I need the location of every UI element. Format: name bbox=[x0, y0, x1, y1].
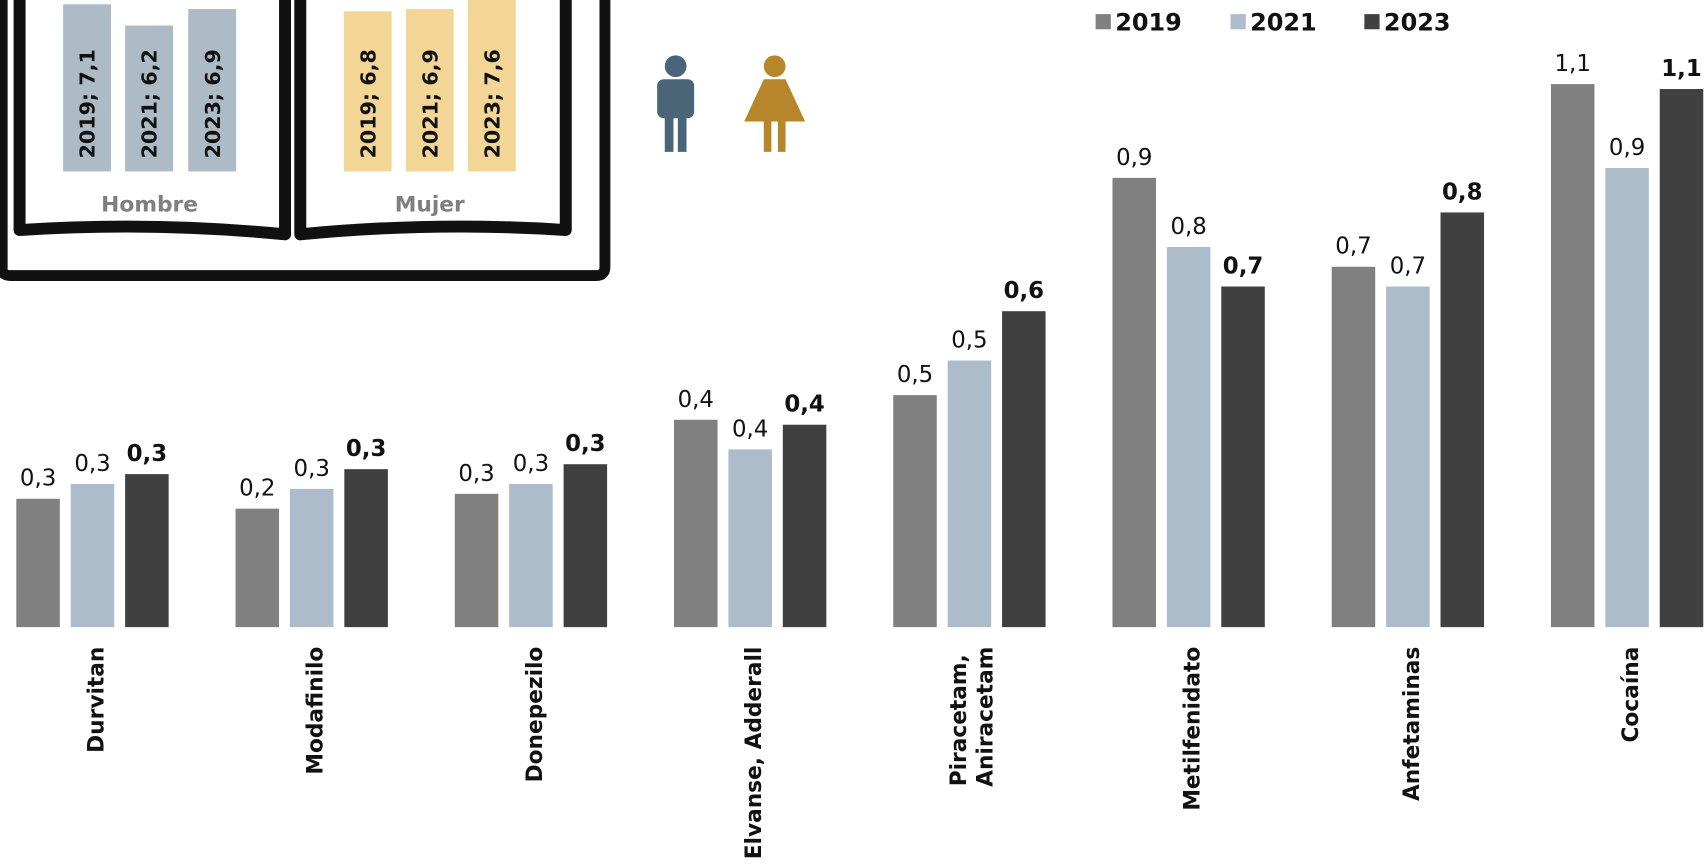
value-label: 1,1 bbox=[1555, 51, 1591, 77]
value-label: 0,5 bbox=[897, 362, 933, 388]
legend-label: 2023 bbox=[1384, 8, 1451, 36]
value-label: 0,4 bbox=[784, 392, 824, 418]
bar bbox=[454, 493, 499, 628]
value-label: 0,7 bbox=[1223, 254, 1263, 280]
x-tick-label: Cocaína bbox=[1619, 647, 1644, 743]
value-label: 0,5 bbox=[951, 328, 987, 354]
bar bbox=[63, 4, 111, 172]
bar bbox=[563, 464, 608, 628]
bar bbox=[1002, 311, 1046, 628]
value-label: 2021; 6,9 bbox=[418, 49, 442, 158]
x-tick-label: Metilfenidato bbox=[1180, 647, 1205, 811]
value-label: 0,3 bbox=[127, 441, 167, 467]
bar bbox=[1331, 266, 1376, 628]
bar bbox=[1605, 168, 1649, 628]
series-label: Hombre bbox=[101, 193, 198, 218]
value-label: 2019; 6,8 bbox=[356, 49, 380, 158]
value-label: 2019; 7,1 bbox=[76, 49, 100, 158]
bar bbox=[344, 469, 388, 628]
value-label: 0,2 bbox=[239, 476, 275, 502]
value-label: 2021; 6,2 bbox=[138, 49, 162, 158]
value-label: 0,3 bbox=[346, 436, 386, 462]
man-head bbox=[664, 55, 687, 78]
bar bbox=[343, 11, 392, 172]
bar bbox=[1166, 247, 1211, 628]
value-label: 0,3 bbox=[294, 456, 330, 482]
value-label: 2023; 7,6 bbox=[480, 49, 504, 158]
man-icon bbox=[657, 55, 695, 152]
value-label: 1,1 bbox=[1661, 56, 1701, 82]
bar bbox=[728, 449, 772, 628]
woman-head bbox=[763, 55, 786, 78]
legend-swatch bbox=[1230, 14, 1246, 30]
value-label: 0,3 bbox=[74, 451, 110, 477]
x-tick-label: Anfetaminas bbox=[1400, 647, 1425, 801]
bar bbox=[1221, 286, 1265, 628]
value-label: 0,7 bbox=[1390, 254, 1426, 280]
legend-label: 2019 bbox=[1115, 8, 1182, 36]
book-frame bbox=[0, 0, 611, 282]
x-tick-label: Modafinilo bbox=[304, 647, 329, 775]
value-label: 0,3 bbox=[565, 431, 605, 457]
man-leg bbox=[664, 108, 674, 152]
bar bbox=[1440, 212, 1485, 628]
series-label: Mujer bbox=[395, 193, 465, 218]
x-tick-label: Durvitan bbox=[84, 647, 109, 753]
value-label: 0,4 bbox=[678, 387, 714, 413]
value-label: 0,8 bbox=[1442, 179, 1482, 205]
bar bbox=[188, 9, 237, 172]
woman-leg bbox=[777, 119, 786, 152]
value-label: 0,6 bbox=[1004, 278, 1044, 304]
value-label: 0,4 bbox=[732, 416, 768, 442]
bar bbox=[467, 0, 516, 172]
book-page-right bbox=[294, 0, 572, 241]
value-label: 0,9 bbox=[1609, 135, 1645, 161]
woman-icon bbox=[744, 55, 806, 152]
value-label: 0,3 bbox=[458, 461, 494, 487]
bar bbox=[235, 508, 280, 628]
x-tick-label: Piracetam, Aniracetam bbox=[947, 647, 998, 787]
book-page-left bbox=[13, 0, 292, 241]
man-leg bbox=[677, 108, 687, 152]
value-label: 0,3 bbox=[513, 451, 549, 477]
bar bbox=[16, 498, 60, 628]
man-body bbox=[657, 79, 695, 119]
legend-swatch bbox=[1364, 14, 1380, 30]
bar bbox=[1550, 84, 1595, 628]
bar bbox=[947, 360, 992, 628]
bar bbox=[1386, 286, 1430, 628]
legend-swatch bbox=[1095, 14, 1111, 30]
x-tick-label: Elvanse, Adderall bbox=[742, 647, 767, 860]
value-label: 0,9 bbox=[1116, 145, 1152, 171]
value-label: 0,3 bbox=[20, 466, 56, 492]
bar bbox=[289, 488, 334, 628]
value-label: 2023; 6,9 bbox=[201, 49, 225, 158]
woman-leg bbox=[763, 119, 772, 152]
x-tick-label: Donepezilo bbox=[523, 647, 548, 783]
bar bbox=[509, 483, 553, 628]
bar bbox=[782, 424, 827, 628]
legend-label: 2021 bbox=[1250, 8, 1317, 36]
bar bbox=[893, 395, 937, 628]
bar bbox=[70, 483, 115, 628]
bar bbox=[125, 25, 173, 172]
bar bbox=[1112, 177, 1157, 628]
value-label: 0,8 bbox=[1170, 214, 1206, 240]
bar bbox=[405, 9, 454, 172]
value-label: 0,7 bbox=[1335, 234, 1371, 260]
bar bbox=[674, 419, 718, 628]
woman-dress bbox=[744, 79, 806, 122]
bar bbox=[1659, 89, 1704, 628]
bar bbox=[125, 474, 169, 628]
book-cover bbox=[0, 0, 611, 282]
